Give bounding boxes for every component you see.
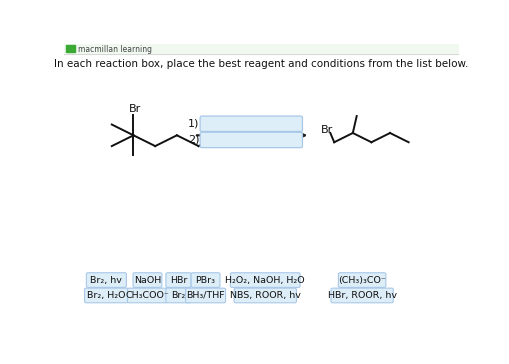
Text: HBr, ROOR, hv: HBr, ROOR, hv bbox=[327, 291, 396, 300]
Text: PBr₃: PBr₃ bbox=[195, 276, 215, 285]
FancyBboxPatch shape bbox=[234, 288, 296, 303]
Text: (CH₃)₃CO⁻: (CH₃)₃CO⁻ bbox=[337, 276, 385, 285]
Text: 2): 2) bbox=[187, 135, 199, 145]
FancyBboxPatch shape bbox=[191, 273, 219, 288]
Text: Br₂, hv: Br₂, hv bbox=[90, 276, 122, 285]
FancyBboxPatch shape bbox=[185, 288, 225, 303]
FancyBboxPatch shape bbox=[133, 273, 161, 288]
FancyBboxPatch shape bbox=[86, 273, 126, 288]
Text: macmillan learning: macmillan learning bbox=[77, 44, 151, 54]
FancyBboxPatch shape bbox=[200, 116, 302, 131]
FancyBboxPatch shape bbox=[127, 288, 167, 303]
Text: NBS, ROOR, hv: NBS, ROOR, hv bbox=[230, 291, 300, 300]
Text: HBr: HBr bbox=[169, 276, 187, 285]
Text: BH₃/THF: BH₃/THF bbox=[186, 291, 224, 300]
FancyBboxPatch shape bbox=[230, 273, 299, 288]
Text: 1): 1) bbox=[188, 119, 199, 129]
FancyBboxPatch shape bbox=[165, 288, 191, 303]
FancyBboxPatch shape bbox=[338, 273, 385, 288]
Text: Br: Br bbox=[321, 125, 333, 135]
FancyBboxPatch shape bbox=[200, 132, 302, 148]
Text: CH₃COO⁻: CH₃COO⁻ bbox=[125, 291, 169, 300]
Text: NaOH: NaOH bbox=[133, 276, 161, 285]
Text: In each reaction box, place the best reagent and conditions from the list below.: In each reaction box, place the best rea… bbox=[54, 59, 468, 69]
Text: Br₂: Br₂ bbox=[171, 291, 185, 300]
Bar bbox=[64, 44, 458, 55]
FancyBboxPatch shape bbox=[330, 288, 392, 303]
Text: Br₂, H₂O: Br₂, H₂O bbox=[87, 291, 125, 300]
FancyBboxPatch shape bbox=[84, 288, 128, 303]
Text: Br: Br bbox=[129, 104, 141, 114]
Bar bbox=[66, 45, 75, 52]
FancyBboxPatch shape bbox=[165, 273, 191, 288]
Text: H₂O₂, NaOH, H₂O: H₂O₂, NaOH, H₂O bbox=[225, 276, 304, 285]
